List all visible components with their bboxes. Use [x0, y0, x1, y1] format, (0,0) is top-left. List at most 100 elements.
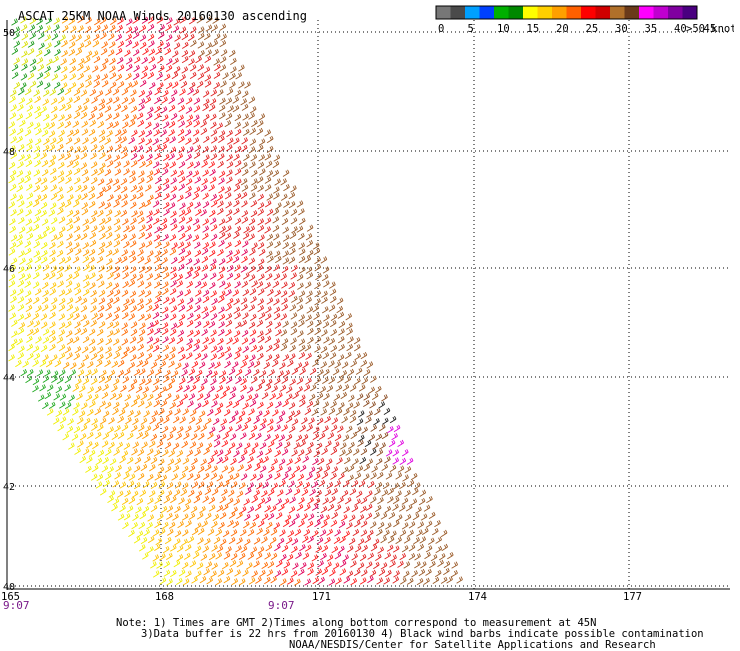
- wind-barb: [244, 416, 252, 425]
- wind-barb: [55, 409, 63, 418]
- wind-barb: [226, 88, 234, 96]
- wind-barb: [324, 415, 331, 424]
- wind-barb: [64, 103, 72, 111]
- wind-barb: [85, 16, 92, 25]
- wind-barb: [243, 226, 250, 234]
- wind-barb: [191, 576, 198, 584]
- wind-barb: [51, 33, 59, 41]
- wind-barb: [103, 479, 110, 487]
- wind-barb: [291, 367, 299, 375]
- wind-barb: [351, 553, 358, 561]
- wind-barb: [123, 225, 130, 233]
- wind-barb: [282, 519, 290, 528]
- wind-barb: [45, 360, 53, 368]
- wind-barb: [50, 192, 58, 201]
- wind-barb: [293, 465, 301, 473]
- wind-barb: [224, 192, 232, 200]
- wind-barb: [27, 320, 34, 328]
- wind-barb: [123, 168, 130, 176]
- wind-barb: [90, 152, 97, 160]
- wind-barb: [13, 26, 20, 34]
- wind-barb: [181, 440, 189, 449]
- wind-barb: [73, 95, 81, 103]
- wind-barb: [298, 319, 305, 328]
- wind-barb: [202, 103, 209, 112]
- wind-barb: [386, 544, 394, 552]
- wind-barb: [141, 56, 148, 65]
- wind-barb: [178, 176, 186, 184]
- wind-barb: [365, 561, 373, 569]
- wind-barb: [166, 433, 174, 441]
- wind-barb: [46, 384, 54, 392]
- wind-barb: [209, 98, 217, 106]
- wind-barb: [48, 329, 56, 337]
- wind-barb: [128, 225, 136, 233]
- wind-barb: [136, 359, 144, 368]
- wind-barb: [194, 280, 202, 288]
- wind-barb: [194, 289, 202, 297]
- wind-barb: [225, 328, 232, 337]
- wind-barb: [66, 352, 73, 360]
- wind-barb: [367, 552, 375, 560]
- wind-barb: [196, 393, 204, 401]
- wind-barb: [98, 98, 106, 106]
- wind-barb: [257, 161, 265, 169]
- wind-barb: [105, 312, 113, 320]
- wind-barb: [262, 481, 269, 489]
- wind-barb: [136, 530, 144, 538]
- wind-barb: [399, 529, 407, 537]
- wind-barb: [154, 96, 161, 105]
- wind-barb: [247, 529, 255, 537]
- wind-barb: [241, 200, 248, 208]
- wind-barb: [343, 408, 350, 416]
- wind-barb: [29, 80, 37, 88]
- wind-barb: [191, 360, 199, 369]
- wind-barb: [49, 311, 56, 320]
- wind-barb: [256, 127, 264, 136]
- wind-barb: [85, 369, 92, 377]
- wind-barb: [200, 209, 207, 217]
- wind-barb: [104, 472, 112, 481]
- wind-barb: [139, 322, 146, 330]
- wind-barb: [423, 504, 431, 512]
- wind-barb: [9, 289, 17, 297]
- wind-barb: [363, 399, 370, 407]
- wind-barb: [64, 152, 72, 161]
- wind-barb: [242, 272, 250, 280]
- wind-barb: [51, 370, 59, 378]
- wind-barb: [153, 168, 161, 176]
- wind-barb: [123, 513, 131, 521]
- wind-barb: [375, 457, 383, 466]
- wind-barb: [17, 313, 25, 322]
- wind-barb: [236, 511, 243, 520]
- wind-barb: [154, 112, 161, 121]
- wind-barb: [443, 560, 451, 569]
- wind-barb: [154, 496, 162, 504]
- wind-barb: [346, 522, 353, 530]
- wind-barb: [42, 264, 50, 272]
- wind-barb: [56, 265, 64, 274]
- wind-barb: [169, 136, 176, 144]
- wind-barb: [41, 159, 49, 168]
- wind-barb: [99, 232, 106, 240]
- wind-barb: [332, 562, 340, 570]
- wind-barb: [387, 536, 395, 544]
- wind-barb: [237, 394, 245, 402]
- wind-barb: [81, 192, 88, 201]
- wind-barb: [389, 415, 397, 424]
- wind-barb: [162, 183, 170, 191]
- wind-barb: [145, 377, 152, 386]
- colorbar-swatch: [639, 6, 654, 19]
- wind-barb: [257, 288, 265, 296]
- wind-barb: [125, 57, 133, 65]
- wind-barb: [261, 536, 268, 544]
- wind-barb: [376, 577, 384, 585]
- wind-barb: [119, 456, 126, 464]
- wind-barb: [131, 448, 138, 456]
- wind-barb: [179, 416, 186, 424]
- wind-barb: [235, 376, 242, 384]
- wind-barb: [100, 47, 108, 56]
- wind-barb: [80, 402, 88, 410]
- wind-barb: [249, 329, 257, 337]
- wind-barb: [32, 385, 39, 393]
